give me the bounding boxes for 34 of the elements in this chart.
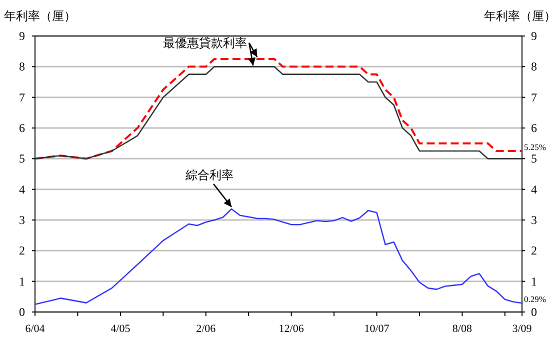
annotation: 最優惠貸款利率	[163, 36, 248, 50]
y-tick-label: 2	[19, 244, 25, 258]
y-tick-label: 8	[19, 60, 25, 74]
annotation: 0.29%	[524, 294, 546, 304]
y-tick-label: 5	[19, 152, 25, 166]
y-tick-label: 6	[19, 121, 25, 135]
y2-tick-label: 9	[531, 29, 537, 43]
annotation: 綜合利率	[184, 168, 234, 182]
y2-tick-label: 7	[531, 90, 537, 104]
y-tick-label: 1	[19, 274, 25, 288]
x-tick-label: 6/04	[25, 323, 46, 335]
annotation: 5.25%	[524, 142, 546, 152]
y2-tick-label: 2	[531, 244, 537, 258]
y2-tick-label: 1	[531, 274, 537, 288]
y-tick-label: 7	[19, 90, 25, 104]
x-tick-label: 4/05	[110, 323, 131, 335]
y-tick-label: 4	[19, 182, 25, 196]
y2-tick-label: 8	[531, 60, 537, 74]
y-tick-label: 3	[19, 213, 25, 227]
x-tick-label: 3/09	[512, 323, 532, 335]
y2-tick-label: 3	[531, 213, 537, 227]
y2-tick-label: 0	[531, 305, 537, 319]
x-tick-label: 2/06	[196, 323, 216, 335]
y2-tick-label: 5	[531, 152, 537, 166]
x-tick-label: 8/08	[452, 323, 472, 335]
y-axis-title: 年利率（厘）	[4, 9, 76, 23]
y2-axis-title: 年利率（厘）	[484, 9, 556, 23]
y-tick-label: 0	[19, 305, 25, 319]
y-tick-label: 9	[19, 29, 25, 43]
y2-tick-label: 6	[531, 121, 537, 135]
y2-tick-label: 4	[531, 182, 537, 196]
x-tick-label: 12/06	[278, 323, 304, 335]
line-series	[34, 208, 523, 305]
x-tick-label: 10/07	[364, 323, 390, 335]
